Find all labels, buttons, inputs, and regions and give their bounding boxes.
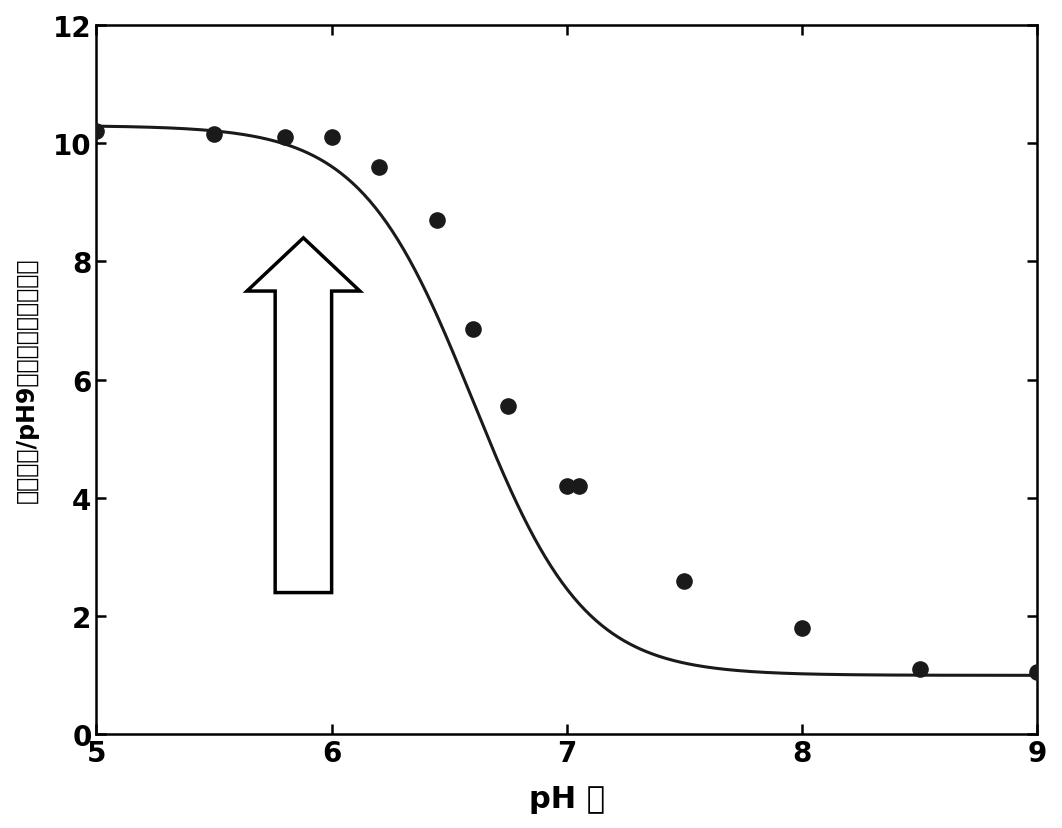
Point — [499, 400, 516, 413]
Point — [323, 132, 340, 145]
Point — [88, 126, 105, 139]
X-axis label: pH 値: pH 値 — [529, 784, 605, 813]
Point — [911, 663, 928, 676]
Point — [276, 132, 293, 145]
Point — [793, 622, 810, 635]
Point — [676, 575, 693, 588]
Point — [371, 161, 388, 175]
Point — [429, 214, 446, 228]
Y-axis label: 发光尿命/pH9时发光尿命（微秒）: 发光尿命/pH9时发光尿命（微秒） — [15, 258, 39, 503]
FancyArrow shape — [247, 238, 360, 593]
Point — [206, 128, 223, 142]
Point — [559, 480, 576, 493]
Point — [464, 324, 481, 337]
Point — [1029, 666, 1046, 679]
Point — [570, 480, 587, 493]
